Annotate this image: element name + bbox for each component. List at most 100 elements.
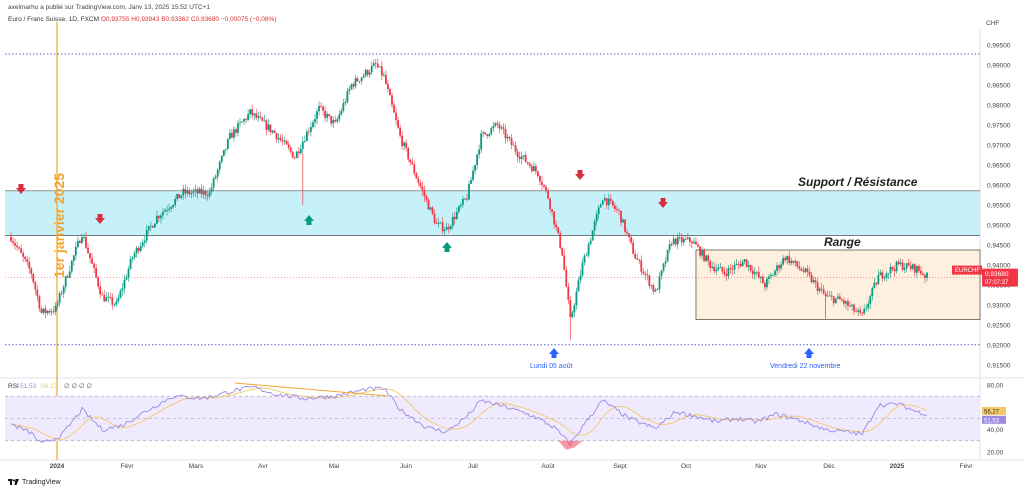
rsi-badge [982,415,1006,424]
candle-body [103,294,106,302]
symbol-badge [952,265,982,275]
candle-body [731,268,734,270]
rsi-extra: ∅ ∅ ∅ ∅ [64,383,92,390]
support-resistance-label: Support / Résistance [798,175,918,189]
candle-body [265,120,268,130]
candle-body [164,210,166,212]
candle-body [926,272,928,278]
candle-body [899,262,902,265]
candle-body [571,312,574,317]
candle-body [871,287,874,296]
candle-body [95,267,98,278]
candle-body [725,274,728,276]
candle-body [237,123,239,133]
candle-body [638,259,641,261]
candle-body [727,268,730,276]
candle-body [421,186,424,191]
candle-body [502,127,505,130]
candle-body [160,215,162,219]
candle-body [216,169,219,177]
up-arrow-icon [304,215,314,225]
candle-body [847,301,849,307]
candle-body [666,249,669,262]
candle-body [522,155,525,157]
candle-body [228,132,231,139]
candle-body [790,260,793,264]
time-axis-label: Avr [258,463,268,470]
candle-body [350,84,353,89]
candle-body [743,259,746,262]
last-price-badge [982,268,1018,287]
candle-body [385,74,387,84]
candle-body [111,297,114,305]
candle-body [12,241,14,243]
candle-body [356,78,359,82]
candle-body [713,266,716,272]
candle-body [648,275,651,286]
candle-body [626,231,628,234]
candle-body [678,236,681,238]
candle-body [42,308,45,313]
candle-body [766,278,768,288]
candle-body [222,149,225,156]
candle-body [275,132,278,140]
candle-body [640,260,643,272]
candle-body [792,260,795,263]
candle-body [153,223,156,228]
candle-body [60,293,63,295]
rsi-tick-label: 40,00 [987,427,1004,434]
candle-body [834,298,837,304]
candle-body [662,263,665,271]
time-axis-label: Févr [960,463,974,470]
candle-body [374,63,377,65]
candle-body [603,198,606,201]
candle-body [498,124,501,129]
candle-body [500,127,503,129]
candle-body [804,268,807,272]
candle-body [555,224,558,228]
candle-body [109,296,112,298]
candle-body [117,297,120,302]
candle-body [76,240,79,247]
candle-body [263,120,266,122]
candle-body [907,263,910,266]
candle-body [328,114,331,116]
candle-body [50,311,53,313]
candle-body [897,261,900,265]
candle-body [691,241,693,244]
candle-body [622,219,624,223]
candle-body [190,192,193,195]
candle-body [557,227,560,233]
candle-body [585,255,588,257]
candle-body [133,253,136,258]
candle-body [490,127,493,135]
candle-body [26,259,29,262]
candle-body [271,130,274,133]
footer-brand: TradingView [22,478,61,486]
candle-body [253,113,256,116]
candle-body [721,267,724,272]
candle-body [616,209,618,210]
candle-body [873,282,876,288]
candle-body [235,129,237,133]
candle-body [145,229,148,241]
time-axis-label: Mai [329,463,339,470]
candle-body [66,276,69,278]
candle-body [285,140,288,145]
candle-body [553,211,556,225]
candle-body [753,272,756,275]
candle-body [818,288,821,292]
candle-body [563,255,566,270]
candle-body [514,145,517,152]
symbol-badge-text: EURCHF [955,268,980,274]
candle-body [506,136,509,139]
time-axis-label: Juil [468,463,478,470]
candle-body [526,162,529,164]
range-label: Range [824,235,861,249]
candle-body [459,204,462,207]
countdown: 07:07:37 [985,280,1009,286]
candle-body [322,106,324,111]
candle-body [344,101,347,104]
candle-body [869,295,872,304]
